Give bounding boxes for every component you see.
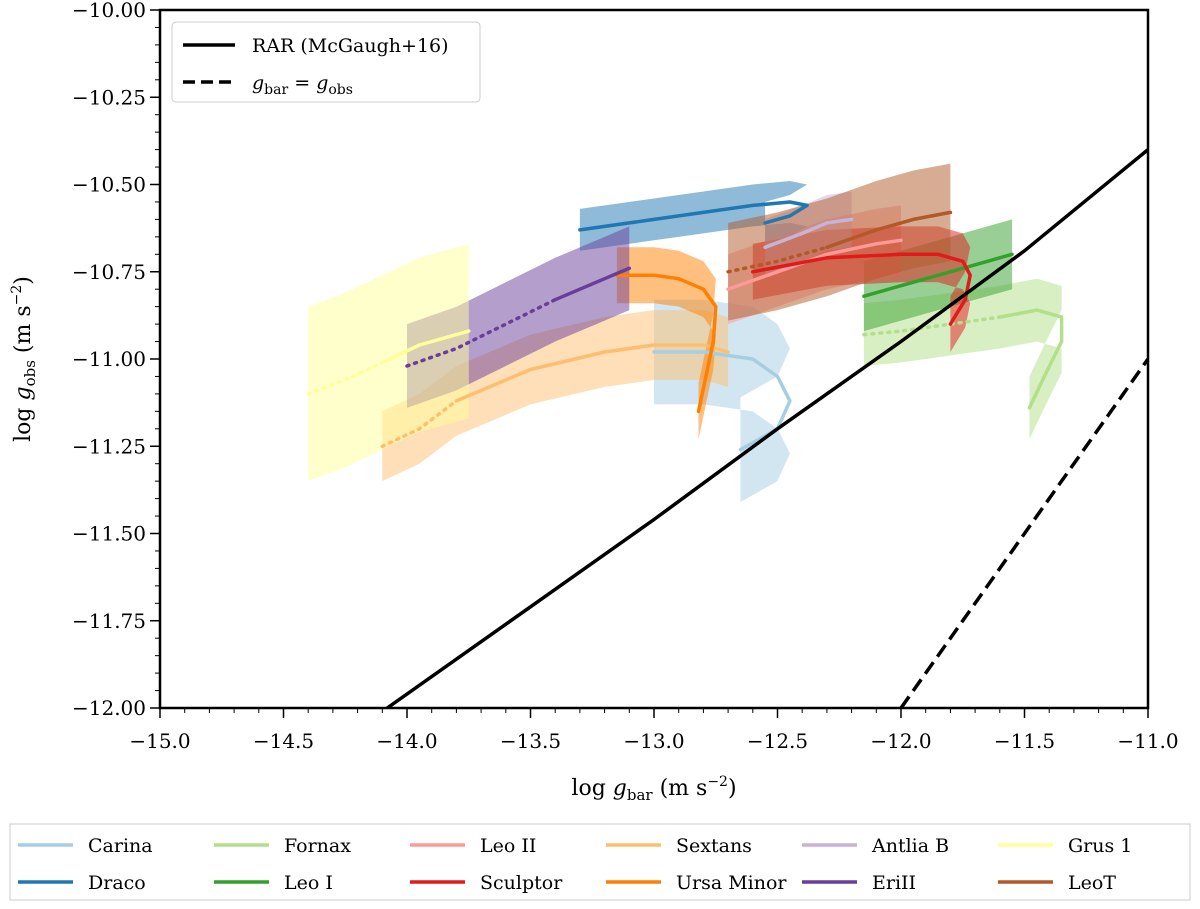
legend-label-leot: LeoT	[1068, 872, 1116, 894]
x-tick-label: −13.0	[623, 729, 684, 753]
legend-label-draco: Draco	[88, 872, 146, 894]
legend-label-one-to-one: gbar = gobs	[252, 72, 353, 98]
series-dotted-sextans	[380, 399, 459, 449]
x-tick-label: −11.5	[994, 729, 1055, 753]
band-sextans	[382, 310, 729, 482]
axis-ticks: −15.0 −14.5 −14.0 −13.5 −13.0 −12.5 −12.0 −11.5…	[72, 0, 1179, 753]
outer-legend-box	[9, 823, 1191, 901]
band-ursa-minor	[616, 247, 716, 440]
inner-legend-box	[171, 21, 481, 103]
one-to-one-line	[899, 357, 1148, 708]
legend-label-ursa-minor: Ursa Minor	[676, 872, 787, 894]
series-line-antlia-b	[763, 217, 854, 250]
x-axis-label: log gbar (m s−2)	[571, 774, 736, 804]
x-tick-label: −12.0	[870, 729, 931, 753]
legend-label-leo-i: Leo I	[284, 872, 333, 894]
legend-label-grus-1: Grus 1	[1068, 835, 1132, 857]
y-tick-label: −10.25	[72, 85, 146, 109]
series-dotted-fornax	[862, 315, 1002, 337]
series-dotted-grus-1	[306, 360, 385, 396]
band-fornax	[863, 278, 1062, 440]
x-tick-label: −14.5	[253, 729, 314, 753]
y-tick-label: −11.75	[72, 609, 146, 633]
legend-label-sextans: Sextans	[676, 835, 752, 857]
x-tick-label: −15.0	[129, 729, 190, 753]
x-tick-label: −11.0	[1117, 729, 1178, 753]
y-axis-label: log gobs (m s−2)	[9, 276, 39, 442]
legend-label-eriii: EriII	[872, 872, 916, 894]
legend-label-sculptor: Sculptor	[480, 872, 563, 894]
reference-lines	[386, 148, 1148, 708]
y-tick-label: −10.50	[72, 173, 146, 197]
y-tick-label: −11.00	[72, 347, 146, 371]
series-line-ursa-minor	[615, 273, 718, 414]
legend-label-rar: RAR (McGaugh+16)	[252, 35, 449, 57]
series-line-grus-1	[380, 329, 471, 365]
y-tick-label: −10.00	[72, 0, 146, 22]
series-line-draco	[578, 200, 809, 232]
y-tick-label: −11.25	[72, 434, 146, 458]
series-line-fornax	[998, 308, 1064, 410]
band-grus-1	[308, 243, 469, 482]
outer-legend: Carina Draco Fornax Leo I Leo II Sculptor Sext…	[9, 823, 1191, 901]
series-line-eriii	[553, 266, 632, 302]
x-tick-label: −12.5	[747, 729, 808, 753]
y-tick-label: −10.75	[72, 260, 146, 284]
series-dotted-eriii	[405, 297, 557, 368]
series-line-leo-i	[862, 252, 1014, 298]
rar-line	[386, 148, 1148, 708]
series-line-sextans	[454, 343, 730, 403]
series-line-leo-ii	[726, 238, 903, 291]
y-tick-label: −11.50	[72, 522, 146, 546]
y-tick-label: −12.00	[72, 696, 146, 720]
series-dotted-leot	[726, 245, 829, 274]
x-tick-label: −13.5	[500, 729, 561, 753]
legend-label-carina: Carina	[88, 835, 153, 857]
legend-label-leo-ii: Leo II	[480, 835, 536, 857]
legend-label-antlia-b: Antlia B	[871, 835, 949, 857]
series-line-leot	[825, 210, 953, 250]
inner-legend: RAR (McGaugh+16) gbar = gobs	[171, 21, 481, 103]
band-draco	[579, 181, 808, 251]
x-tick-label: −14.0	[376, 729, 437, 753]
legend-label-fornax: Fornax	[284, 835, 351, 857]
